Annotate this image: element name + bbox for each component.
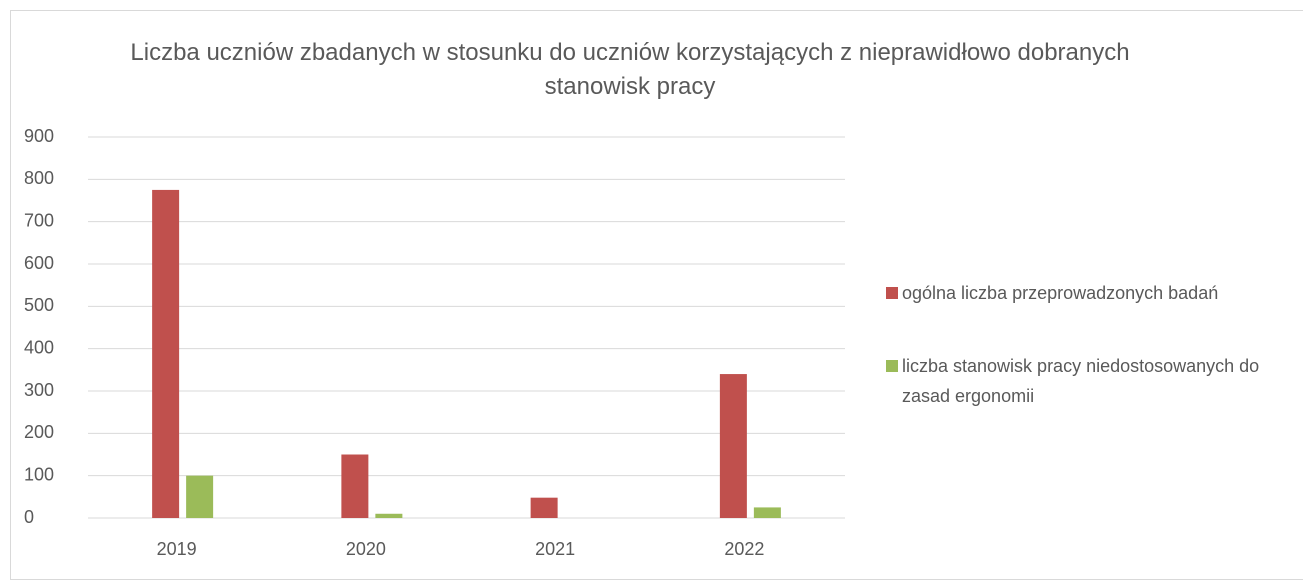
y-tick-label: 100 [24, 464, 54, 484]
legend-item: liczba stanowisk pracy niedostosowanych … [886, 351, 1296, 411]
bar [152, 189, 180, 518]
bar [719, 374, 747, 518]
bar [341, 454, 369, 518]
y-tick-label: 800 [24, 168, 54, 188]
x-tick-label: 2022 [724, 539, 764, 559]
bar [530, 497, 558, 518]
legend-label: ogólna liczba przeprowadzonych badań [902, 283, 1219, 303]
y-tick-label: 400 [24, 337, 54, 357]
chart-title: Liczba uczniów zbadanych w stosunku do u… [130, 39, 1130, 100]
y-tick-label: 700 [24, 210, 54, 230]
y-tick-label: 500 [24, 295, 54, 315]
bar [753, 507, 781, 518]
x-tick-label: 2020 [346, 539, 386, 559]
y-tick-label: 900 [24, 126, 54, 146]
y-tick-label: 0 [24, 507, 34, 527]
bar [375, 513, 403, 518]
y-tick-label: 300 [24, 380, 54, 400]
legend-swatch [886, 360, 898, 372]
y-tick-label: 200 [24, 422, 54, 442]
legend-label: liczba stanowisk pracy niedostosowanych … [902, 356, 1260, 406]
x-tick-label: 2021 [535, 539, 575, 559]
y-tick-label: 600 [24, 253, 54, 273]
legend-swatch [886, 287, 898, 299]
x-tick-label: 2019 [157, 539, 197, 559]
legend-item: ogólna liczba przeprowadzonych badań [886, 278, 1296, 308]
bar [186, 475, 214, 518]
